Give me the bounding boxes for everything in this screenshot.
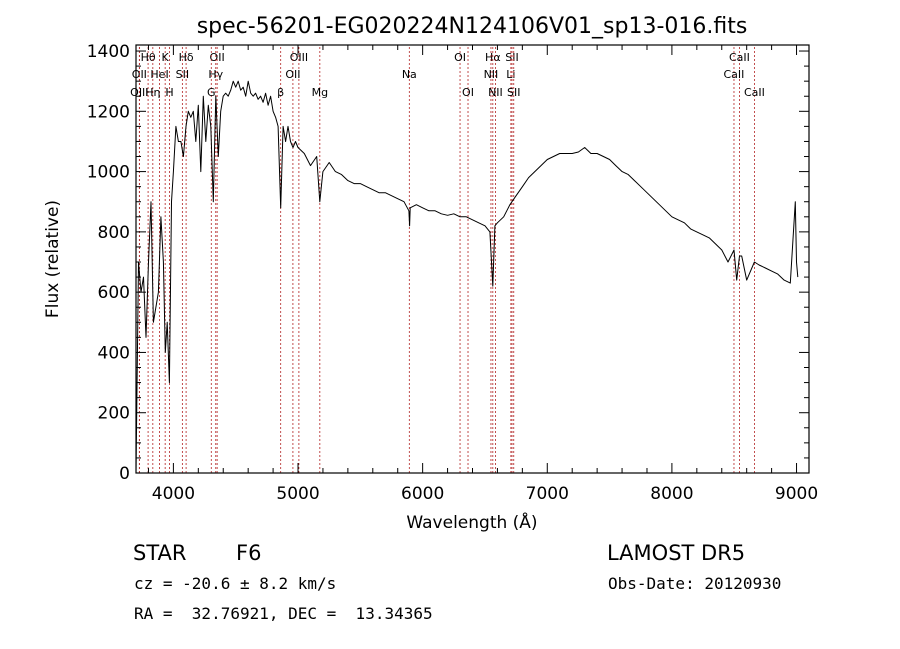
marker-label: CaII bbox=[729, 51, 750, 64]
marker-label: OI bbox=[462, 86, 474, 99]
marker-label: Hγ bbox=[208, 68, 223, 81]
x-tick-label: 4000 bbox=[152, 484, 195, 504]
y-axis-label: Flux (relative) bbox=[43, 200, 63, 318]
marker-label: H bbox=[165, 86, 173, 99]
x-axis-ticks: 4000 5000 6000 7000 8000 9000 bbox=[147, 45, 818, 504]
x-tick-label: 9000 bbox=[775, 484, 818, 504]
marker-label: OI bbox=[454, 51, 466, 64]
marker-label: OII bbox=[285, 68, 300, 81]
marker-label: HeI bbox=[150, 68, 168, 81]
marker-label: OIII bbox=[130, 86, 148, 99]
marker-label: Mg bbox=[312, 86, 328, 99]
x-tick-label: 7000 bbox=[526, 484, 569, 504]
marker-label: Na bbox=[402, 68, 417, 81]
y-tick-label: 200 bbox=[98, 404, 130, 424]
y-tick-label: 1400 bbox=[87, 42, 130, 62]
marker-label: CaII bbox=[724, 68, 745, 81]
y-tick-label: 600 bbox=[98, 283, 130, 303]
y-tick-label: 400 bbox=[98, 343, 130, 363]
coordinates: RA = 32.76921, DEC = 13.34365 bbox=[134, 604, 433, 623]
marker-label: K bbox=[162, 51, 170, 64]
survey-name: LAMOST DR5 bbox=[607, 541, 746, 565]
marker-label: Hα bbox=[485, 51, 501, 64]
y-axis-ticks: 0 200 400 600 800 1000 1200 1400 bbox=[87, 42, 809, 484]
y-tick-label: 1200 bbox=[87, 102, 130, 122]
obs-date: Obs-Date: 20120930 bbox=[608, 574, 782, 593]
marker-label: SII bbox=[505, 51, 518, 64]
marker-label: SII bbox=[507, 86, 520, 99]
marker-label: NII bbox=[484, 68, 499, 81]
marker-label: NII bbox=[488, 86, 503, 99]
x-tick-label: 6000 bbox=[401, 484, 444, 504]
chart-title: spec-56201-EG020224N124106V01_sp13-016.f… bbox=[197, 14, 748, 39]
marker-label: SII bbox=[176, 68, 189, 81]
x-tick-label: 8000 bbox=[650, 484, 693, 504]
marker-label: β bbox=[277, 86, 284, 99]
object-type: STAR bbox=[133, 541, 187, 565]
redshift-text: cz = -20.6 ± 8.2 km/s bbox=[134, 574, 337, 593]
marker-label: CaII bbox=[744, 86, 765, 99]
marker-label: Li bbox=[506, 68, 515, 81]
spectrum-series bbox=[135, 80, 799, 474]
marker-label: OII bbox=[210, 51, 225, 64]
marker-label: OIII bbox=[290, 51, 308, 64]
plot-frame bbox=[135, 44, 810, 474]
marker-label: Hη bbox=[145, 86, 160, 99]
x-tick-label: 5000 bbox=[276, 484, 319, 504]
x-axis-label: Wavelength (Å) bbox=[406, 511, 537, 533]
y-tick-label: 800 bbox=[98, 223, 130, 243]
y-tick-label: 0 bbox=[119, 464, 130, 484]
y-tick-label: 1000 bbox=[87, 163, 130, 183]
marker-label: Hθ bbox=[141, 51, 156, 64]
spectrum-line bbox=[135, 80, 799, 474]
marker-label: G bbox=[207, 86, 216, 99]
spectral-subclass: F6 bbox=[236, 541, 262, 565]
marker-label: Hδ bbox=[179, 51, 194, 64]
